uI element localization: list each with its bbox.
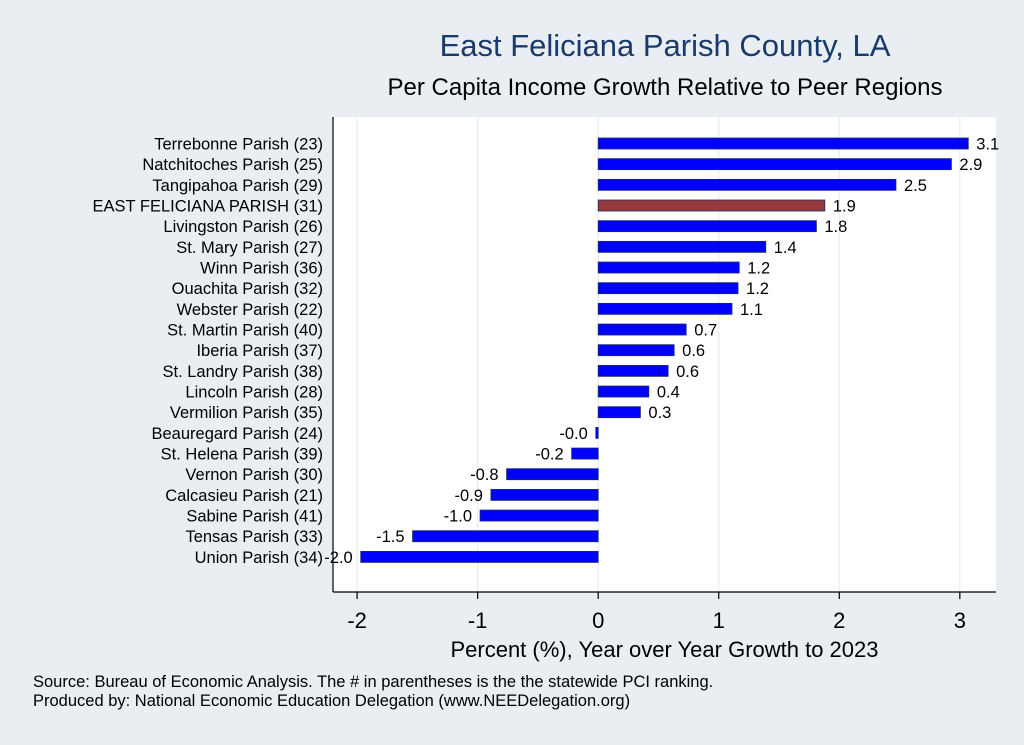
value-label-6: 1.2 bbox=[747, 260, 770, 278]
category-label-11: St. Landry Parish (38) bbox=[163, 363, 324, 381]
x-tick-label--2: -2 bbox=[347, 608, 367, 633]
value-label-20: -2.0 bbox=[324, 549, 352, 567]
category-label-1: Natchitoches Parish (25) bbox=[142, 156, 323, 174]
category-label-4: Livingston Parish (26) bbox=[163, 218, 323, 236]
bar-19 bbox=[412, 530, 599, 543]
category-label-5: St. Mary Parish (27) bbox=[176, 239, 323, 257]
x-tick-label--1: -1 bbox=[468, 608, 488, 633]
category-label-14: Beauregard Parish (24) bbox=[151, 425, 323, 443]
bar-18 bbox=[479, 509, 599, 522]
bar-2 bbox=[597, 178, 897, 191]
bar-17 bbox=[490, 488, 599, 501]
category-label-16: Vernon Parish (30) bbox=[185, 466, 323, 484]
bar-8 bbox=[597, 302, 733, 315]
value-label-17: -0.9 bbox=[454, 487, 482, 505]
value-label-1: 2.9 bbox=[959, 156, 982, 174]
value-label-11: 0.6 bbox=[676, 363, 699, 381]
category-label-3: EAST FELICIANA PARISH (31) bbox=[93, 198, 323, 216]
bar-13 bbox=[597, 406, 641, 419]
bar-16 bbox=[506, 468, 599, 481]
x-tick-label-0: 0 bbox=[592, 608, 604, 633]
bar-11 bbox=[597, 364, 669, 377]
category-label-2: Tangipahoa Parish (29) bbox=[152, 177, 323, 195]
category-label-0: Terrebonne Parish (23) bbox=[154, 136, 323, 154]
value-label-12: 0.4 bbox=[657, 384, 680, 402]
bar-20 bbox=[360, 551, 599, 563]
bar-7 bbox=[597, 282, 739, 295]
category-label-19: Tensas Parish (33) bbox=[185, 528, 323, 546]
value-label-16: -0.8 bbox=[470, 466, 498, 484]
category-label-8: Webster Parish (22) bbox=[177, 301, 323, 319]
category-label-20: Union Parish (34) bbox=[195, 549, 323, 567]
x-tick-label-2: 2 bbox=[833, 608, 845, 633]
x-axis-title: Percent (%), Year over Year Growth to 20… bbox=[450, 637, 878, 662]
value-label-13: 0.3 bbox=[648, 404, 671, 422]
bar-9 bbox=[597, 323, 687, 336]
bar-15 bbox=[571, 447, 599, 460]
value-label-8: 1.1 bbox=[740, 301, 763, 319]
category-label-17: Calcasieu Parish (21) bbox=[165, 487, 323, 505]
x-tick-label-3: 3 bbox=[954, 608, 966, 633]
bar-4 bbox=[597, 220, 817, 233]
value-label-10: 0.6 bbox=[682, 342, 705, 360]
value-label-5: 1.4 bbox=[774, 239, 797, 257]
chart-subtitle: Per Capita Income Growth Relative to Pee… bbox=[387, 74, 943, 101]
value-label-3: 1.9 bbox=[833, 198, 856, 216]
category-label-9: St. Martin Parish (40) bbox=[167, 322, 323, 340]
category-label-6: Winn Parish (36) bbox=[200, 260, 323, 278]
x-tick-label-1: 1 bbox=[713, 608, 725, 633]
value-label-9: 0.7 bbox=[694, 322, 717, 340]
bar-0 bbox=[597, 137, 969, 150]
bar-14 bbox=[595, 426, 599, 439]
category-label-10: Iberia Parish (37) bbox=[196, 342, 323, 360]
value-label-4: 1.8 bbox=[824, 218, 847, 236]
value-label-15: -0.2 bbox=[535, 446, 563, 464]
bar-6 bbox=[597, 261, 740, 274]
category-label-15: St. Helena Parish (39) bbox=[161, 446, 323, 464]
value-label-19: -1.5 bbox=[376, 528, 404, 546]
value-label-7: 1.2 bbox=[746, 280, 769, 298]
category-label-13: Vermilion Parish (35) bbox=[170, 404, 323, 422]
producer-note: Produced by: National Economic Education… bbox=[33, 692, 631, 710]
category-label-7: Ouachita Parish (32) bbox=[172, 280, 323, 298]
value-label-14: -0.0 bbox=[559, 425, 587, 443]
bar-1 bbox=[597, 158, 952, 171]
value-label-2: 2.5 bbox=[904, 177, 927, 195]
value-label-0: 3.1 bbox=[976, 136, 999, 154]
bar-3 bbox=[597, 199, 826, 212]
bar-5 bbox=[597, 240, 767, 253]
bar-10 bbox=[597, 344, 675, 357]
value-label-18: -1.0 bbox=[444, 508, 472, 526]
category-label-18: Sabine Parish (41) bbox=[186, 508, 323, 526]
chart-title: East Feliciana Parish County, LA bbox=[439, 28, 891, 63]
source-note: Source: Bureau of Economic Analysis. The… bbox=[33, 673, 714, 691]
category-label-12: Lincoln Parish (28) bbox=[185, 384, 323, 402]
bar-12 bbox=[597, 385, 650, 398]
